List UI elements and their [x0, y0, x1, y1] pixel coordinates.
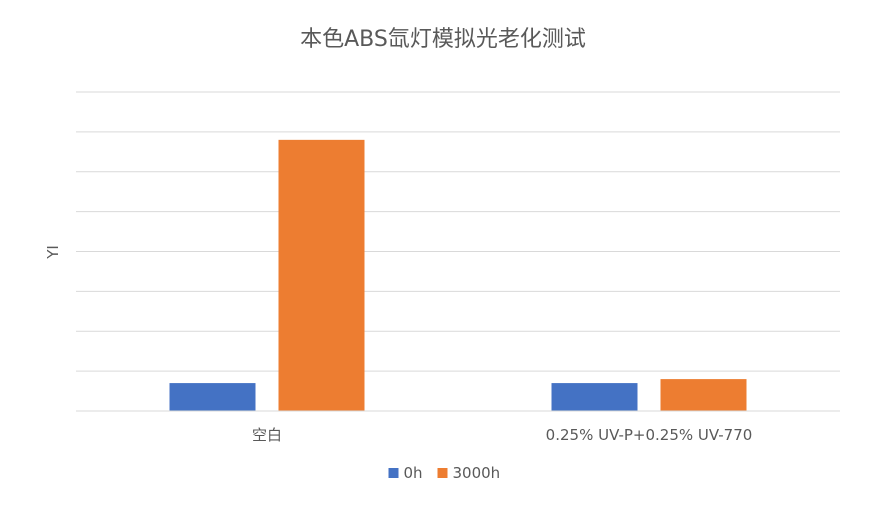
bar-0h-1	[551, 383, 638, 411]
legend: 0h 3000h	[388, 464, 501, 482]
x-tick-label: 0.25% UV-P+0.25% UV-770	[546, 426, 753, 444]
legend-swatch-0h	[388, 468, 399, 478]
x-tick-label: 空白	[252, 426, 282, 444]
chart-title: 本色ABS氙灯模拟光老化测试	[300, 27, 586, 52]
grid-lines	[76, 91, 840, 372]
bar-group	[169, 139, 747, 411]
bar-0h-0	[169, 383, 256, 411]
bar-3000h-1	[660, 379, 747, 411]
bar-3000h-0	[278, 139, 365, 411]
x-tick-labels: 空白 0.25% UV-P+0.25% UV-770	[252, 426, 752, 444]
legend-label: 3000h	[453, 464, 501, 482]
legend-label: 0h	[404, 464, 423, 482]
legend-swatch-3000h	[437, 468, 448, 478]
y-axis-label: YI	[44, 245, 62, 260]
